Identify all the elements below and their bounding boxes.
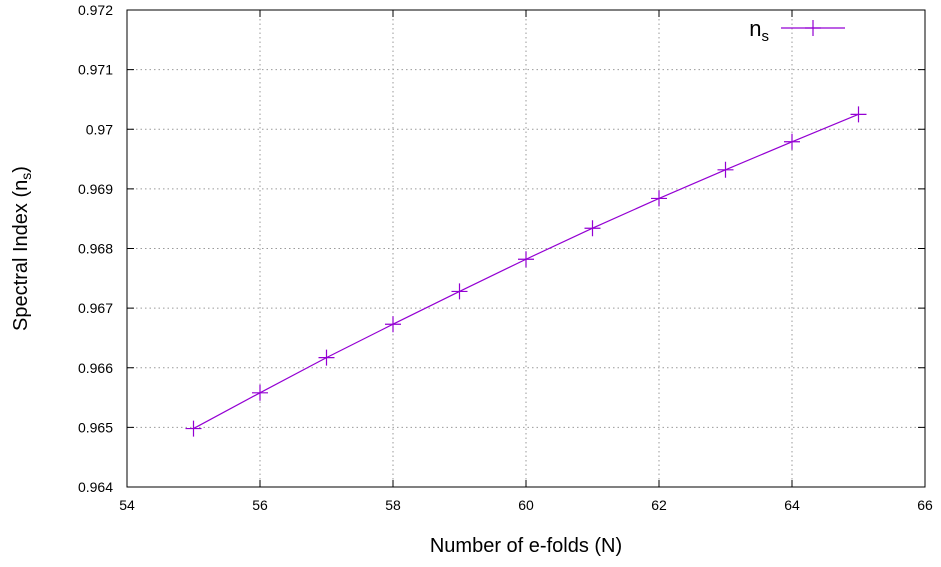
y-tick-label: 0.967 [78, 300, 113, 316]
y-tick-label: 0.972 [78, 2, 113, 18]
data-point-marker [185, 420, 202, 437]
data-point-marker [318, 349, 335, 366]
x-tick-label: 58 [385, 497, 401, 513]
legend: ns [749, 16, 845, 45]
series-layer [185, 106, 867, 437]
legend-label-sub: s [762, 28, 770, 45]
y-tick-label: 0.969 [78, 181, 113, 197]
grid [127, 10, 925, 487]
y-axis-label-main: Spectral Index (n [10, 180, 32, 331]
plot-frame [126, 9, 926, 488]
x-tick-label: 66 [917, 497, 933, 513]
axis-ticks: 54 56 58 60 62 64 66 0.964 0.965 0.966 0.967 0.968 0… [78, 2, 933, 513]
y-axis-label: Spectral Index (ns) [10, 166, 34, 331]
data-point-marker [584, 220, 601, 237]
legend-marker [805, 20, 821, 36]
y-axis-label-close: ) [10, 166, 32, 173]
x-tick-label: 62 [651, 497, 667, 513]
x-tick-label: 60 [518, 497, 534, 513]
data-point-marker [651, 190, 667, 207]
data-point-marker [451, 283, 468, 300]
x-tick-label: 54 [119, 497, 135, 513]
data-point-marker [385, 316, 401, 333]
y-tick-label: 0.968 [78, 241, 113, 257]
y-tick-label: 0.964 [78, 479, 113, 495]
legend-label-main: n [749, 16, 761, 41]
y-tick-label: 0.97 [86, 121, 113, 137]
legend-label: ns [749, 16, 769, 45]
y-tick-label: 0.971 [78, 62, 113, 78]
y-axis-label-sub: s [18, 173, 34, 180]
data-point-marker [252, 384, 268, 401]
x-axis-label: Number of e-folds (N) [430, 535, 622, 557]
data-point-marker [850, 106, 867, 123]
x-tick-label: 56 [252, 497, 268, 513]
y-tick-label: 0.966 [78, 360, 113, 376]
y-tick-label: 0.965 [78, 419, 113, 435]
data-point-marker [784, 133, 800, 150]
data-point-marker [717, 161, 734, 178]
x-tick-label: 64 [784, 497, 800, 513]
data-point-marker [518, 251, 534, 268]
